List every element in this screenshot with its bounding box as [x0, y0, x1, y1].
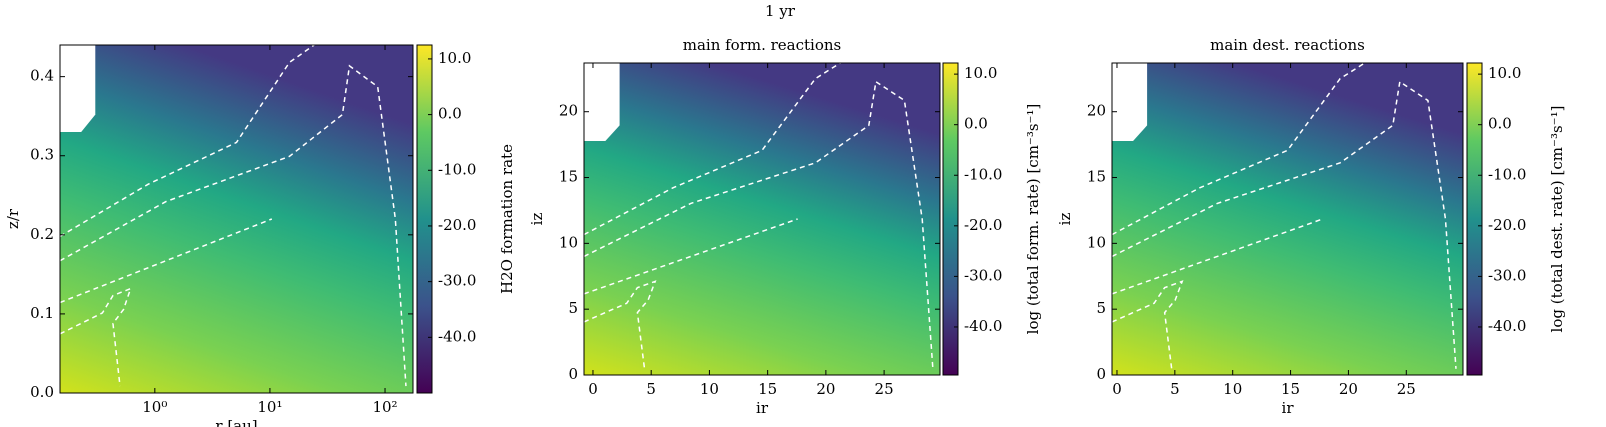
- y-tick-label: 5: [1096, 299, 1106, 317]
- colorbar-tick-label: -10.0: [1488, 165, 1526, 183]
- colorbar: [416, 44, 433, 394]
- masked-region: [60, 45, 96, 132]
- y-tick-label: 0.4: [30, 67, 54, 85]
- contour-line: [583, 62, 841, 236]
- panel-title: main form. reactions: [683, 36, 842, 54]
- colorbar-tick-label: -30.0: [438, 272, 476, 290]
- y-tick-label: 20: [559, 102, 578, 120]
- contour-line: [59, 64, 407, 387]
- heatmap-field: [1112, 63, 1463, 375]
- x-axis-label: ir: [1282, 399, 1295, 417]
- y-tick-label: 15: [559, 168, 578, 186]
- colorbar-tick-label: -20.0: [438, 216, 476, 234]
- y-axis-label: iz: [1056, 213, 1074, 226]
- colorbar-tick-label: 0.0: [438, 105, 462, 123]
- contour-line: [583, 80, 934, 369]
- y-tick-label: 20: [1087, 102, 1106, 120]
- heatmap-field: [584, 63, 940, 375]
- y-tick-label: 10: [559, 233, 578, 251]
- x-tick-label: 15: [1281, 380, 1300, 398]
- y-tick-label: 10: [1087, 233, 1106, 251]
- colorbar-tick-label: -40.0: [964, 317, 1002, 335]
- colorbar-tick-label: -40.0: [438, 327, 476, 345]
- y-tick-label: 0: [568, 365, 578, 383]
- x-tick-label: 25: [1397, 380, 1416, 398]
- colorbar-tick-label: -10.0: [438, 160, 476, 178]
- x-tick-label: 20: [1339, 380, 1358, 398]
- x-axis-label: r [au]: [215, 417, 257, 427]
- x-axis-label: ir: [756, 399, 769, 417]
- colorbar: [942, 62, 959, 376]
- colorbar-tick-label: 0.0: [964, 115, 988, 133]
- x-tick-label: 10: [1223, 380, 1242, 398]
- plot-frame: [1111, 62, 1464, 376]
- contour-line: [59, 44, 315, 238]
- colorbar-tick-label: 0.0: [1488, 115, 1512, 133]
- y-tick-label: 0.3: [30, 146, 54, 164]
- contour-line: [1111, 218, 1323, 295]
- heatmap-field: [60, 45, 413, 393]
- y-tick-label: 0.0: [30, 383, 54, 401]
- contour-line: [1111, 280, 1184, 369]
- colorbar-tick-label: -10.0: [964, 165, 1002, 183]
- colorbar-tick-label: -40.0: [1488, 317, 1526, 335]
- x-tick-label: 10⁰: [142, 398, 167, 416]
- colorbar-tick-label: -20.0: [964, 216, 1002, 234]
- colorbar: [1466, 62, 1483, 376]
- x-tick-label: 25: [875, 380, 894, 398]
- y-tick-label: 0: [1096, 365, 1106, 383]
- colorbar-tick-label: 10.0: [438, 49, 471, 67]
- plot-frame: [59, 44, 414, 394]
- contour-line: [1111, 80, 1457, 369]
- panel-title: main dest. reactions: [1210, 36, 1365, 54]
- colorbar-tick-label: -30.0: [1488, 266, 1526, 284]
- contour-line: [59, 218, 273, 304]
- y-tick-label: 15: [1087, 168, 1106, 186]
- y-tick-label: 0.1: [30, 304, 54, 322]
- colorbar-tick-label: -30.0: [964, 266, 1002, 284]
- x-tick-label: 10²: [372, 398, 397, 416]
- x-tick-label: 0: [588, 380, 598, 398]
- x-tick-label: 10: [700, 380, 719, 398]
- plot-frame: [583, 62, 941, 376]
- colorbar-label: log (total form. rate) [cm⁻³s⁻¹]: [1024, 104, 1042, 335]
- contour-line: [583, 280, 657, 369]
- x-tick-label: 5: [1170, 380, 1180, 398]
- masked-region: [1112, 63, 1148, 141]
- x-tick-label: 0: [1112, 380, 1122, 398]
- x-tick-label: 5: [646, 380, 656, 398]
- contour-line: [59, 287, 132, 387]
- masked-region: [584, 63, 620, 141]
- x-tick-label: 20: [816, 380, 835, 398]
- colorbar-tick-label: -20.0: [1488, 216, 1526, 234]
- colorbar-tick-label: 10.0: [964, 64, 997, 82]
- y-tick-label: 5: [568, 299, 578, 317]
- colorbar-label: H2O formation rate: [498, 144, 516, 294]
- y-axis-label: z/r: [4, 208, 22, 229]
- x-tick-label: 15: [758, 380, 777, 398]
- contour-line: [1111, 62, 1366, 236]
- colorbar-label: log (total dest. rate) [cm⁻³s⁻¹]: [1548, 106, 1566, 333]
- colorbar-tick-label: 10.0: [1488, 64, 1521, 82]
- contour-line: [583, 218, 798, 295]
- y-axis-label: iz: [528, 213, 546, 226]
- y-tick-label: 0.2: [30, 225, 54, 243]
- figure-title: 1 yr: [765, 2, 796, 20]
- x-tick-label: 10¹: [257, 398, 282, 416]
